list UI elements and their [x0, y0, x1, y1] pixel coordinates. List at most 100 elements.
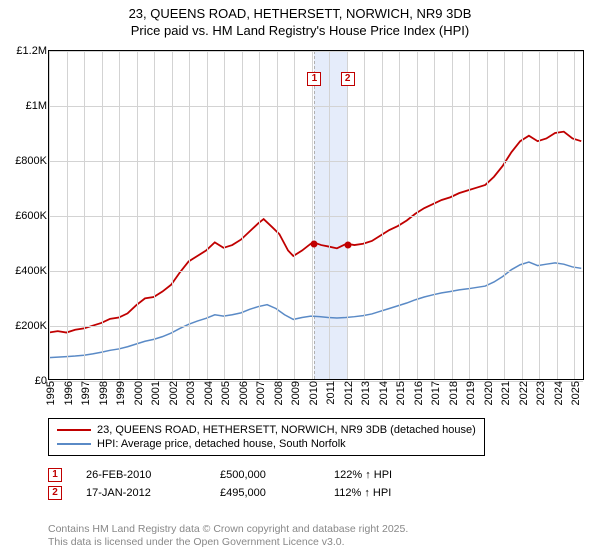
gridline-v [539, 51, 540, 379]
sale-date: 26-FEB-2010 [86, 469, 196, 481]
gridline-v [399, 51, 400, 379]
x-axis-label: 2021 [500, 381, 508, 405]
legend-label: 23, QUEENS ROAD, HETHERSETT, NORWICH, NR… [97, 424, 476, 436]
sale-row-marker: 2 [48, 486, 62, 500]
gridline-v [207, 51, 208, 379]
sale-row-marker: 1 [48, 468, 62, 482]
title-line2: Price paid vs. HM Land Registry's House … [0, 23, 600, 40]
gridline-v [259, 51, 260, 379]
x-axis-label: 2025 [570, 381, 578, 405]
sale-date: 17-JAN-2012 [86, 487, 196, 499]
chart-area: £0£200K£400K£600K£800K£1M£1.2M1995199619… [48, 50, 584, 380]
gridline-v [119, 51, 120, 379]
gridline-v [504, 51, 505, 379]
sale-pct: 112% ↑ HPI [334, 487, 444, 499]
gridline-v [277, 51, 278, 379]
sale-dot [311, 240, 318, 247]
gridline-v [347, 51, 348, 379]
y-axis-label: £1M [3, 100, 47, 112]
gridline-v [67, 51, 68, 379]
series-hpi [49, 262, 581, 358]
gridline-v [417, 51, 418, 379]
y-axis-label: £800K [3, 155, 47, 167]
y-axis-label: £0 [3, 375, 47, 387]
x-axis-label: 1999 [115, 381, 123, 405]
x-axis-label: 2009 [290, 381, 298, 405]
x-axis-label: 2018 [448, 381, 456, 405]
x-axis-label: 1995 [45, 381, 53, 405]
x-axis-label: 2022 [518, 381, 526, 405]
gridline-v [434, 51, 435, 379]
gridline-v [452, 51, 453, 379]
gridline-v [469, 51, 470, 379]
x-axis-label: 2019 [465, 381, 473, 405]
sale-pct: 122% ↑ HPI [334, 469, 444, 481]
chart-lines [49, 51, 583, 379]
gridline-v [312, 51, 313, 379]
y-axis-label: £600K [3, 210, 47, 222]
y-axis-label: £200K [3, 320, 47, 332]
x-axis-label: 1996 [63, 381, 71, 405]
legend-row: HPI: Average price, detached house, Sout… [57, 437, 476, 451]
gridline-v [574, 51, 575, 379]
gridline-v [382, 51, 383, 379]
x-axis-label: 2015 [395, 381, 403, 405]
gridline-v [364, 51, 365, 379]
footer-line1: Contains HM Land Registry data © Crown c… [48, 523, 586, 537]
sale-dot [344, 241, 351, 248]
x-axis-label: 2000 [133, 381, 141, 405]
x-axis-label: 2013 [360, 381, 368, 405]
x-axis-label: 2017 [430, 381, 438, 405]
x-axis-label: 2011 [325, 381, 333, 405]
gridline-v [49, 51, 50, 379]
sale-price: £500,000 [220, 469, 310, 481]
footer: Contains HM Land Registry data © Crown c… [48, 523, 586, 550]
sale-marker-box: 2 [341, 72, 355, 86]
gridline-v [557, 51, 558, 379]
x-axis-label: 2004 [203, 381, 211, 405]
gridline-h [49, 106, 583, 107]
x-axis-label: 2007 [255, 381, 263, 405]
y-axis-label: £1.2M [3, 45, 47, 57]
y-axis-label: £400K [3, 265, 47, 277]
legend: 23, QUEENS ROAD, HETHERSETT, NORWICH, NR… [48, 418, 485, 456]
x-axis-label: 2003 [185, 381, 193, 405]
x-axis-label: 2006 [238, 381, 246, 405]
legend-label: HPI: Average price, detached house, Sout… [97, 438, 346, 450]
x-axis-label: 1998 [98, 381, 106, 405]
gridline-v [154, 51, 155, 379]
gridline-v [329, 51, 330, 379]
gridline-v [294, 51, 295, 379]
x-axis-label: 2014 [378, 381, 386, 405]
x-axis-label: 2001 [150, 381, 158, 405]
sales-table: 1 26-FEB-2010 £500,000 122% ↑ HPI 2 17-JAN-20… [48, 466, 444, 502]
legend-swatch [57, 429, 91, 431]
gridline-v [172, 51, 173, 379]
gridline-h [49, 271, 583, 272]
x-axis-label: 2024 [553, 381, 561, 405]
x-axis-label: 2016 [413, 381, 421, 405]
gridline-h [49, 326, 583, 327]
gridline-v [522, 51, 523, 379]
x-axis-label: 2008 [273, 381, 281, 405]
gridline-v [84, 51, 85, 379]
x-axis-label: 2005 [220, 381, 228, 405]
gridline-h [49, 216, 583, 217]
title-line1: 23, QUEENS ROAD, HETHERSETT, NORWICH, NR… [0, 6, 600, 23]
legend-swatch [57, 443, 91, 445]
gridline-v [242, 51, 243, 379]
legend-row: 23, QUEENS ROAD, HETHERSETT, NORWICH, NR… [57, 423, 476, 437]
sale-marker-box: 1 [307, 72, 321, 86]
x-axis-label: 1997 [80, 381, 88, 405]
footer-line2: This data is licensed under the Open Gov… [48, 536, 586, 550]
gridline-v [224, 51, 225, 379]
gridline-v [189, 51, 190, 379]
gridline-v [137, 51, 138, 379]
x-axis-label: 2012 [343, 381, 351, 405]
sale-row: 1 26-FEB-2010 £500,000 122% ↑ HPI [48, 466, 444, 484]
plot-area: £0£200K£400K£600K£800K£1M£1.2M1995199619… [48, 50, 584, 380]
sale-price: £495,000 [220, 487, 310, 499]
gridline-h [49, 161, 583, 162]
gridline-h [49, 51, 583, 52]
x-axis-label: 2020 [483, 381, 491, 405]
